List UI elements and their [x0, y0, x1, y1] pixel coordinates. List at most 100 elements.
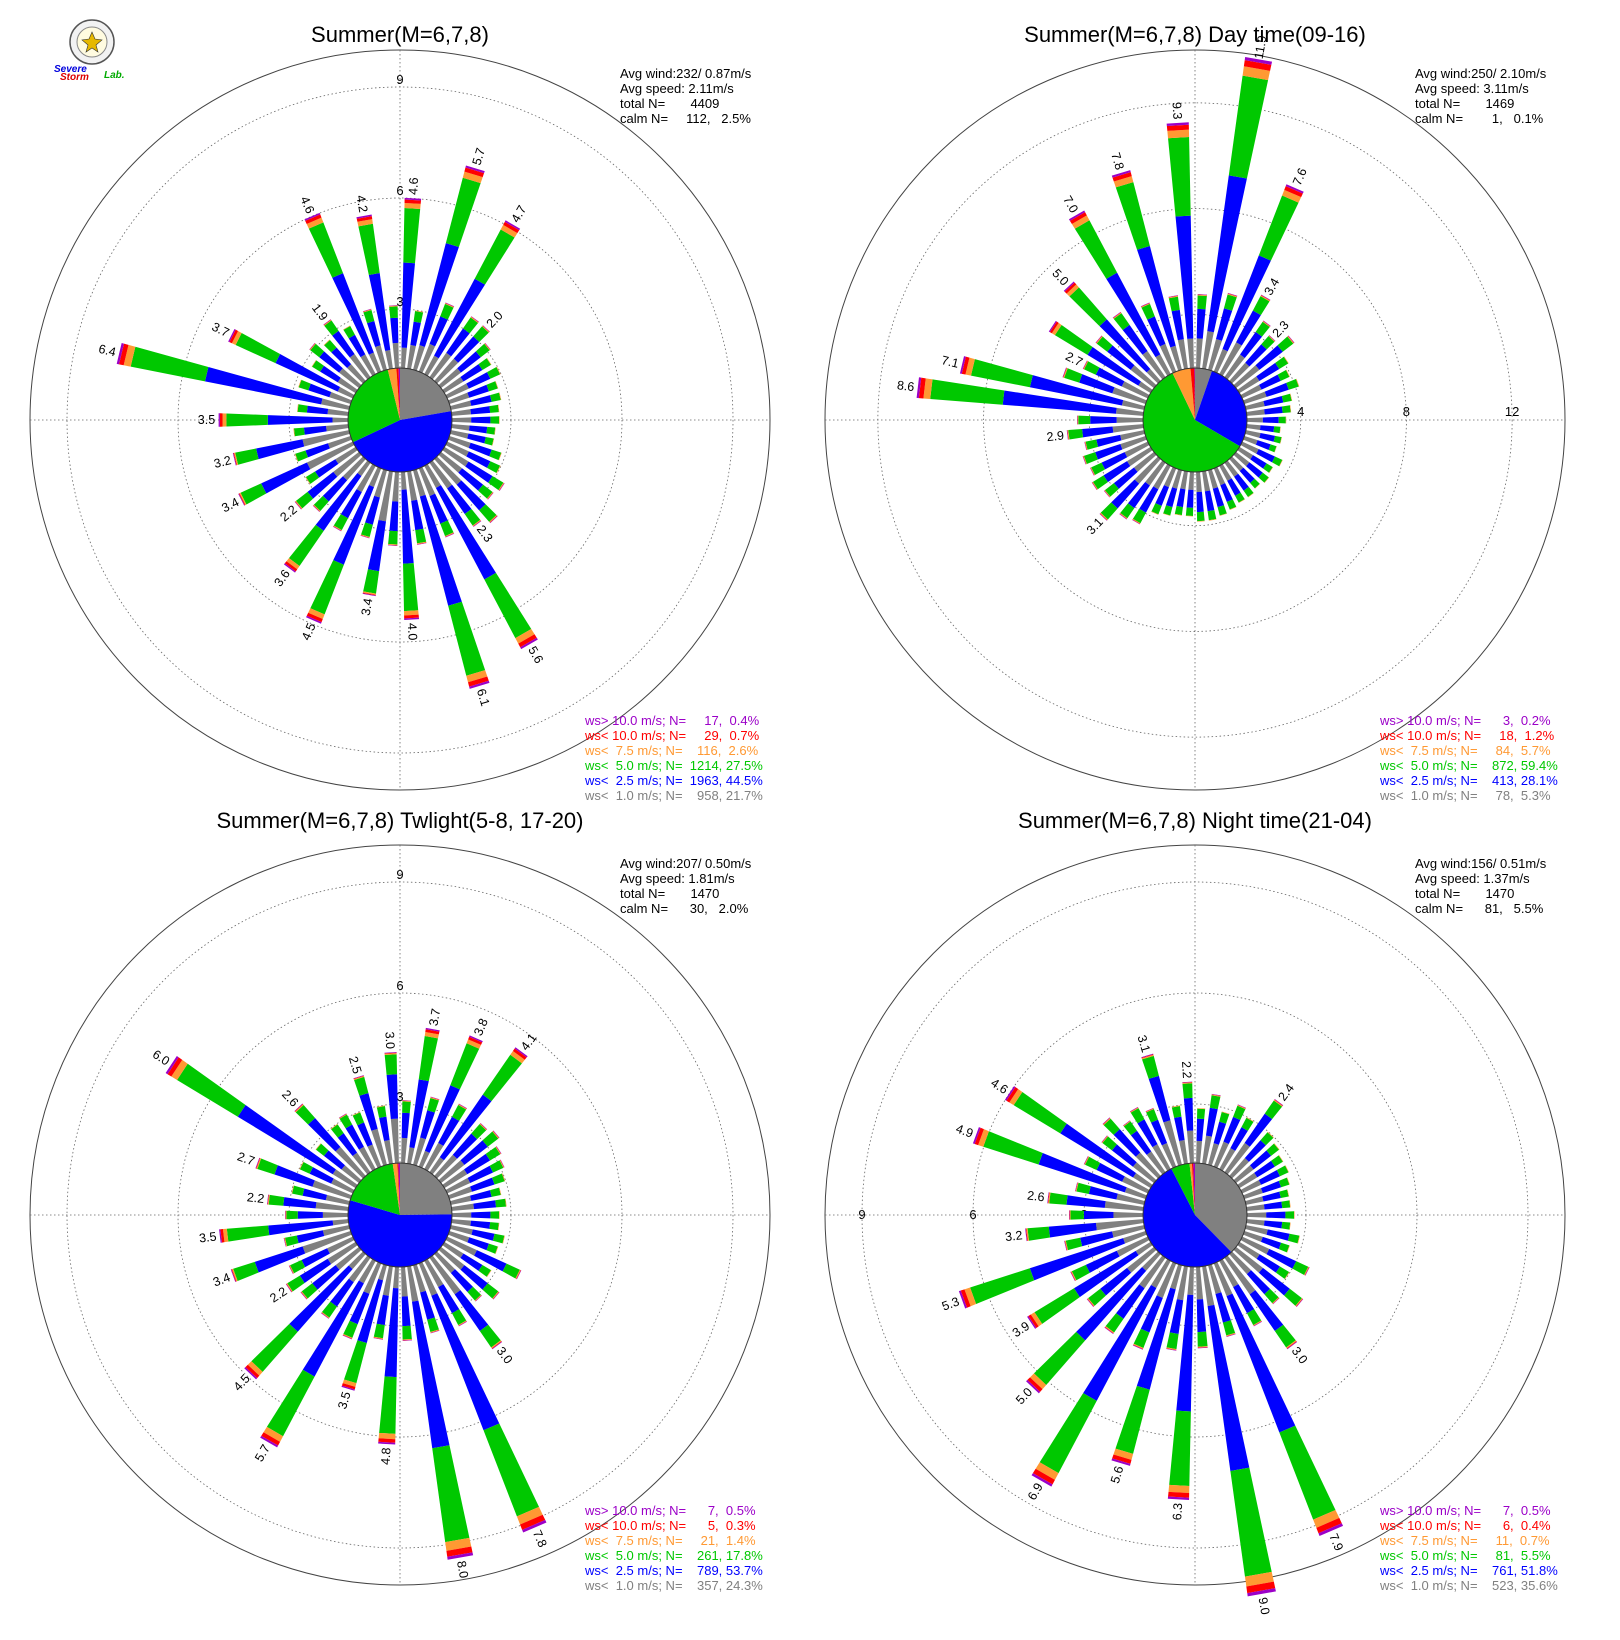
wind-bar-segment: [1082, 360, 1088, 369]
wind-bar-segment: [1151, 503, 1162, 515]
wind-bar-segment: [219, 413, 223, 427]
wind-bar-segment: [1009, 1089, 1023, 1106]
legend-entry: ws< 1.0 m/s; N= 357, 24.3%: [584, 1578, 763, 1593]
wind-bar-segment: [1246, 1219, 1265, 1226]
stats-line: total N= 1470: [1415, 886, 1514, 901]
wind-bar-segment: [434, 456, 462, 485]
wind-bar-segment: [453, 336, 480, 363]
wind-bar-segment: [315, 1143, 322, 1150]
wind-bar-segment: [1170, 1264, 1182, 1290]
peak-label: 7.0: [1060, 193, 1081, 215]
wind-bar-segment: [1202, 1265, 1215, 1307]
wind-bar-segment: [1132, 519, 1140, 525]
wind-bar-segment: [1244, 56, 1273, 65]
wind-bar-segment: [295, 1104, 316, 1125]
wind-bar-segment: [471, 416, 491, 424]
peak-label: 3.5: [198, 1229, 217, 1245]
wind-bar-segment: [495, 1198, 507, 1208]
wind-bar-segment: [1304, 1267, 1310, 1276]
wind-bar-segment: [339, 368, 362, 389]
wind-bar-segment: [1221, 1111, 1230, 1115]
wind-bar-segment: [1281, 1200, 1291, 1209]
wind-bar-segment: [360, 535, 370, 539]
wind-bar-segment: [321, 1312, 329, 1319]
wind-bar-segment: [231, 1268, 238, 1282]
wind-bar-segment: [288, 524, 324, 566]
wind-bar-segment: [407, 1265, 419, 1302]
wind-bar-segment: [427, 1097, 439, 1113]
wind-bar-segment: [1141, 303, 1150, 308]
wind-bar-segment: [1197, 295, 1207, 310]
wind-bar-segment: [491, 1340, 502, 1349]
wind-bar-segment: [471, 1211, 491, 1219]
wind-bar-segment: [361, 522, 373, 538]
wind-bar-segment: [1213, 466, 1226, 486]
wind-bar-segment: [451, 1212, 472, 1218]
wind-bar-segment: [418, 1150, 430, 1169]
wind-bar-segment: [286, 1283, 293, 1292]
wind-bar-segment: [1142, 351, 1166, 380]
wind-bar-segment: [1281, 393, 1292, 403]
wind-bar-segment: [1236, 310, 1261, 346]
peak-label: 4.6: [988, 1076, 1010, 1097]
wind-bar-segment: [1266, 1248, 1297, 1269]
wind-bar-segment: [1104, 490, 1111, 498]
peak-label: 2.9: [1046, 428, 1065, 444]
wind-bar-segment: [1272, 1297, 1280, 1305]
wind-bar-segment: [1182, 1083, 1193, 1099]
wind-bar-segment: [285, 1210, 287, 1220]
wind-bar-segment: [1273, 426, 1281, 434]
wind-bar-segment: [230, 1269, 236, 1282]
wind-bar-segment: [295, 500, 303, 509]
stats-line: calm N= 112, 2.5%: [620, 111, 751, 126]
wind-bar-segment: [363, 309, 372, 312]
wind-bar-segment: [1217, 505, 1227, 516]
wind-bar-segment: [1130, 1130, 1152, 1155]
wind-bar-segment: [1245, 1196, 1264, 1205]
wind-bar-segment: [1238, 499, 1245, 503]
wind-bar-segment: [1185, 515, 1193, 517]
wind-bar-segment: [467, 1165, 494, 1183]
wind-bar-segment: [430, 1097, 440, 1101]
wind-bar-segment: [460, 1265, 488, 1290]
peak-label: 4.0: [405, 623, 420, 641]
wind-bar-segment: [1133, 451, 1157, 472]
wind-bar-segment: [306, 612, 323, 623]
wind-bar-segment: [362, 592, 376, 596]
peak-label: 3.0: [382, 1031, 397, 1049]
wind-bar-segment: [429, 1157, 444, 1175]
wind-bar-segment: [424, 464, 441, 488]
wind-bar-segment: [1260, 1180, 1282, 1194]
wind-bar-segment: [384, 1140, 393, 1165]
wind-bar-segment: [367, 320, 381, 347]
wind-bar-segment: [116, 342, 124, 365]
wind-bar-segment: [1243, 1188, 1263, 1200]
legend-entry: ws< 7.5 m/s; N= 11, 0.7%: [1379, 1533, 1550, 1548]
peak-label: 3.1: [1135, 1034, 1153, 1055]
wind-bar-segment: [1151, 1119, 1168, 1146]
wind-bar-segment: [261, 462, 311, 494]
wind-bar-segment: [1316, 1517, 1342, 1534]
wind-bar-segment: [220, 1229, 225, 1243]
wind-bar-segment: [430, 1330, 440, 1334]
wind-bar-segment: [1288, 335, 1295, 343]
wind-bar-segment: [473, 1200, 497, 1210]
wind-bar-segment: [1245, 1225, 1268, 1235]
wind-bar-segment: [1034, 1288, 1080, 1324]
legend-entry: ws< 10.0 m/s; N= 29, 0.7%: [584, 728, 760, 743]
wind-bar-segment: [337, 387, 355, 399]
wind-bar-segment: [343, 325, 351, 330]
wind-bar-segment: [367, 520, 386, 572]
wind-bar-segment: [1168, 296, 1180, 312]
wind-bar-segment: [1197, 1346, 1208, 1348]
wind-bar-segment: [409, 1079, 429, 1149]
wind-bar-segment: [302, 430, 350, 447]
wind-bar-segment: [404, 199, 422, 204]
wind-bar-segment: [482, 1283, 499, 1299]
wind-bar-segment: [353, 1075, 364, 1080]
wind-bar-segment: [341, 1165, 362, 1184]
wind-bar-segment: [434, 278, 486, 359]
wind-bar-segment: [1219, 1148, 1236, 1171]
legend-entry: ws< 2.5 m/s; N= 413, 28.1%: [1379, 773, 1558, 788]
wind-bar-segment: [1223, 294, 1237, 311]
